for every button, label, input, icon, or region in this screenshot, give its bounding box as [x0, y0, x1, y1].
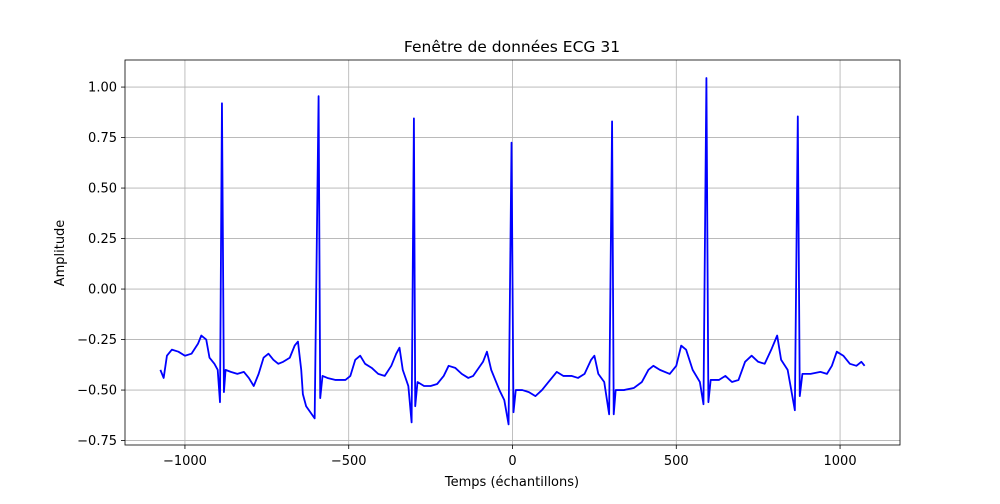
x-tick-label: −1000: [163, 454, 207, 469]
y-tick-label: 0.75: [88, 131, 117, 146]
y-tick-label: 0.00: [88, 283, 117, 298]
ecg-line: [159, 77, 866, 426]
y-tick-label: 0.25: [88, 232, 117, 247]
plot-frame: [124, 59, 901, 446]
x-tick-label: 1000: [824, 454, 857, 469]
y-tick-label: −0.50: [77, 384, 117, 399]
y-tick-label: −0.75: [77, 434, 117, 449]
x-tick-label: −500: [331, 454, 367, 469]
y-axis-label: Amplitude: [53, 220, 68, 287]
y-tick-label: −0.25: [77, 333, 117, 348]
x-tick-label: 0: [508, 454, 516, 469]
y-tick-label: 1.00: [88, 81, 117, 96]
chart-title: Fenêtre de données ECG 31: [404, 38, 620, 56]
x-tick-label: 500: [664, 454, 689, 469]
y-tick-label: 0.50: [88, 182, 117, 197]
x-axis-label: Temps (échantillons): [444, 475, 579, 490]
